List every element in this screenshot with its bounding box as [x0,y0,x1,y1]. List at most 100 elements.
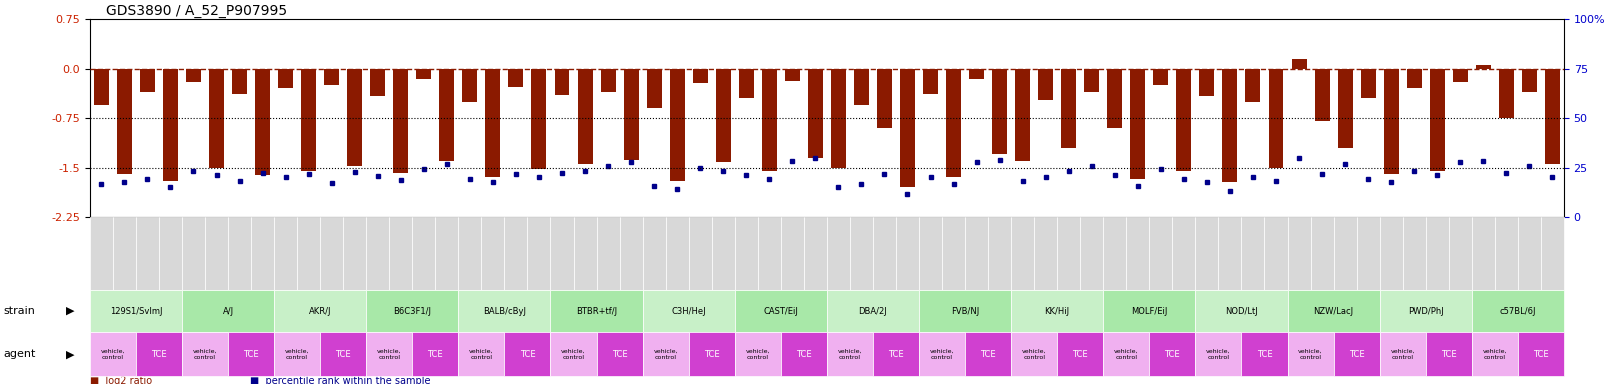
Text: vehicle,
control: vehicle, control [192,349,217,360]
Text: GSM597096: GSM597096 [260,220,265,258]
Text: GSM597104: GSM597104 [974,220,978,258]
Text: vehicle,
control: vehicle, control [377,349,401,360]
Text: GSM597072: GSM597072 [858,220,865,258]
Text: GSM597085: GSM597085 [467,220,472,258]
Text: C3H/HeJ: C3H/HeJ [672,306,706,316]
Bar [1038,69,1054,100]
Text: vehicle,
control: vehicle, control [101,349,125,360]
Text: GSM597113: GSM597113 [213,220,220,258]
Text: TCE: TCE [889,350,903,359]
Bar [417,69,431,79]
Text: A/J: A/J [223,306,234,316]
Bar [715,69,731,162]
Text: TCE: TCE [244,350,258,359]
Bar [555,69,569,95]
Text: vehicle,
control: vehicle, control [746,349,770,360]
Text: GSM597150: GSM597150 [629,220,634,258]
Text: vehicle,
control: vehicle, control [561,349,585,360]
Text: GSM597136: GSM597136 [1251,220,1256,258]
Text: GSM597141: GSM597141 [1274,220,1278,258]
Text: GSM597104: GSM597104 [1089,220,1094,258]
Text: 129S1/SvImJ: 129S1/SvImJ [109,306,162,316]
Text: vehicle,
control: vehicle, control [930,349,954,360]
Bar [393,69,409,173]
Text: GSM597080: GSM597080 [767,220,772,258]
Text: GSM597102: GSM597102 [1527,220,1532,258]
Text: GDS3890 / A_52_P907995: GDS3890 / A_52_P907995 [106,4,287,18]
Bar [140,69,156,92]
Bar [117,69,132,174]
Bar [1062,69,1076,148]
Bar [209,69,225,167]
Text: GSM597095: GSM597095 [191,220,196,258]
Text: ■  percentile rank within the sample: ■ percentile rank within the sample [250,376,431,384]
Bar [186,69,200,82]
Text: KK/HiJ: KK/HiJ [1044,306,1070,316]
Bar [1084,69,1099,92]
Text: GSM597157: GSM597157 [1505,220,1509,258]
Text: TCE: TCE [980,350,996,359]
Text: CAST/EiJ: CAST/EiJ [764,306,799,316]
Bar [624,69,638,160]
Text: PWD/PhJ: PWD/PhJ [1408,306,1444,316]
Bar [1498,69,1514,118]
Text: vehicle,
control: vehicle, control [1482,349,1508,360]
Text: GSM597083: GSM597083 [1067,220,1071,258]
Bar [1476,65,1490,69]
Bar [233,69,247,94]
Bar [302,69,316,171]
Text: GSM597141: GSM597141 [836,220,840,258]
Bar [1315,69,1330,121]
Bar [577,69,592,164]
Text: GSM597114: GSM597114 [282,220,289,258]
Bar [762,69,776,171]
Text: vehicle,
control: vehicle, control [1298,349,1323,360]
Text: agent: agent [3,349,35,359]
Text: GSM597116: GSM597116 [744,220,749,258]
Text: GSM597069: GSM597069 [422,220,427,258]
Bar [808,69,823,158]
Text: TCE: TCE [151,350,167,359]
Text: TCE: TCE [428,350,443,359]
Text: GSM597077: GSM597077 [168,220,173,258]
Text: GSM597143: GSM597143 [375,220,380,258]
Text: GSM597133: GSM597133 [905,220,909,258]
Bar [1384,69,1399,174]
Text: GSM597115: GSM597115 [444,220,449,258]
Text: TCE: TCE [1533,350,1549,359]
Bar [669,69,685,181]
Text: GSM597089: GSM597089 [1458,220,1463,258]
Text: TCE: TCE [796,350,812,359]
Text: GSM597113: GSM597113 [1365,220,1371,258]
Text: GSM597141: GSM597141 [1205,220,1209,258]
Text: TCE: TCE [1256,350,1272,359]
Bar [600,69,616,92]
Text: NZW/LacJ: NZW/LacJ [1314,306,1354,316]
Text: vehicle,
control: vehicle, control [468,349,494,360]
Text: GSM597144: GSM597144 [122,220,127,258]
Text: vehicle,
control: vehicle, control [837,349,861,360]
Bar [1545,69,1559,164]
Bar [277,69,294,88]
Text: GSM597145: GSM597145 [606,220,611,258]
Text: DBA/2J: DBA/2J [858,306,887,316]
Bar [900,69,914,187]
Bar [508,69,523,87]
Bar [693,69,707,83]
Text: ▶: ▶ [66,306,75,316]
Text: TCE: TCE [1073,350,1088,359]
Text: GSM597131: GSM597131 [1320,220,1325,258]
Text: GSM597143: GSM597143 [1480,220,1485,258]
Text: vehicle,
control: vehicle, control [286,349,310,360]
Text: GSM597168: GSM597168 [144,220,149,258]
Text: GSM597141: GSM597141 [1020,220,1025,258]
Bar [439,69,454,161]
Bar [95,69,109,105]
Text: vehicle,
control: vehicle, control [1206,349,1230,360]
Bar [1407,69,1421,88]
Bar [1360,69,1376,98]
Text: B6C3F1/J: B6C3F1/J [393,306,431,316]
Bar [1269,69,1283,167]
Text: GSM597083: GSM597083 [1136,220,1140,258]
Text: GSM597109: GSM597109 [789,220,796,258]
